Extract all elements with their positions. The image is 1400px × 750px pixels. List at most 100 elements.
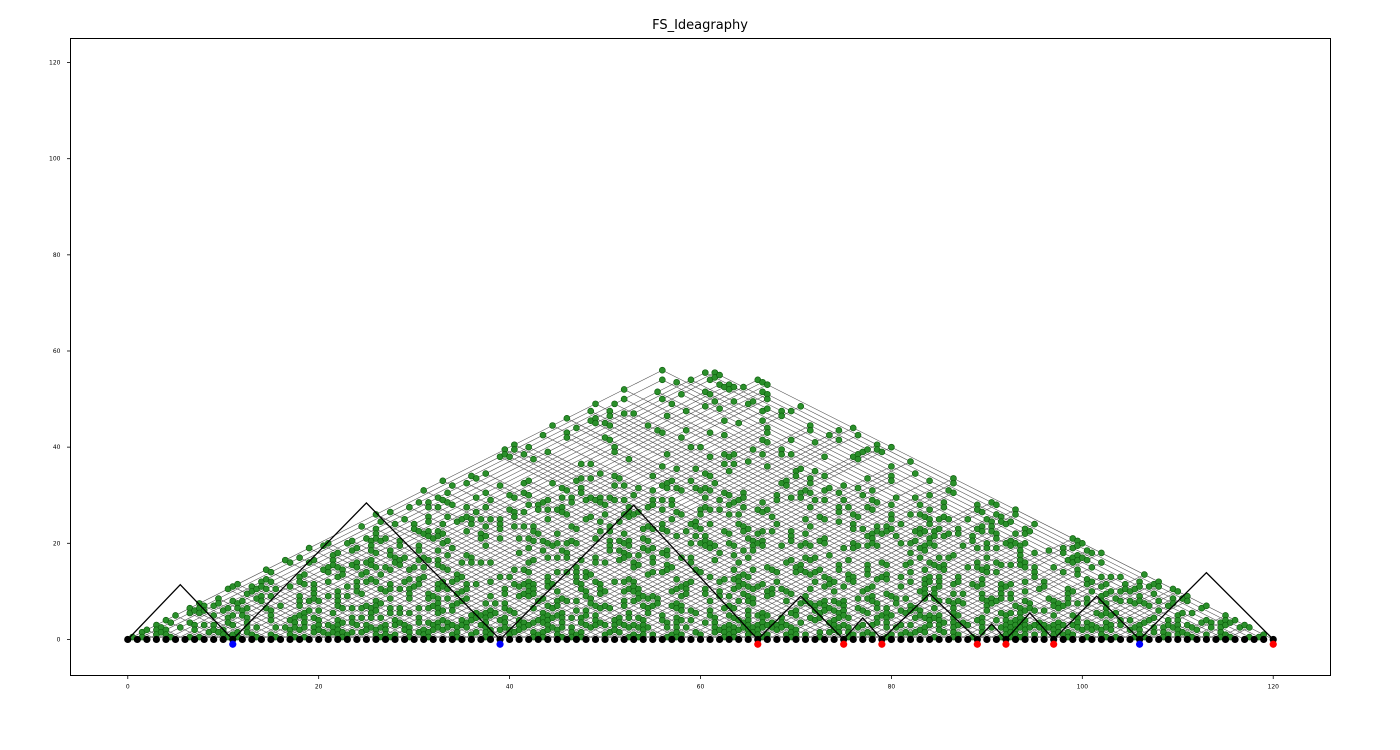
link-node: [444, 513, 451, 521]
backward-link-line: [485, 506, 749, 640]
link-node: [735, 559, 742, 566]
link-node: [954, 530, 962, 537]
link-node: [706, 453, 714, 461]
link-node: [830, 588, 838, 595]
design-move-point: [706, 635, 714, 644]
link-node: [506, 573, 513, 581]
link-node: [778, 412, 785, 420]
link-node: [725, 491, 733, 499]
link-node: [740, 547, 747, 554]
link-node: [1007, 518, 1015, 525]
link-node: [525, 491, 532, 499]
design-move-point: [1030, 635, 1039, 644]
design-move-point: [696, 635, 705, 644]
design-move-point: [668, 635, 676, 644]
link-node: [1026, 527, 1034, 535]
link-node: [386, 609, 394, 617]
link-node: [549, 422, 556, 429]
link-node: [601, 501, 609, 509]
link-node: [935, 525, 943, 533]
link-node: [606, 422, 614, 429]
link-node: [826, 552, 833, 559]
link-node: [1031, 520, 1038, 528]
design-move-point: [133, 635, 141, 644]
link-node: [988, 624, 995, 631]
link-node: [859, 491, 867, 499]
link-node: [1155, 583, 1162, 590]
link-node: [687, 443, 695, 451]
link-node: [258, 597, 265, 605]
link-node: [386, 595, 394, 602]
link-node: [873, 619, 881, 626]
design-move-point: [735, 635, 743, 644]
link-node: [749, 547, 757, 554]
backward-link-line: [523, 482, 835, 640]
link-node: [878, 448, 886, 456]
link-node: [806, 523, 814, 530]
link-node: [573, 539, 580, 547]
link-node: [1126, 616, 1134, 624]
link-node: [487, 578, 494, 586]
link-node: [911, 470, 919, 477]
critical-arc: [1139, 571, 1274, 640]
link-node: [764, 405, 771, 412]
link-node: [267, 568, 275, 576]
link-node: [200, 621, 208, 629]
link-node: [969, 537, 976, 545]
design-move-point: [563, 635, 571, 644]
link-node: [625, 614, 633, 622]
link-node: [1207, 624, 1215, 631]
link-node: [773, 520, 781, 528]
link-node: [644, 609, 652, 617]
design-move-point: [964, 635, 972, 644]
link-node: [845, 503, 852, 511]
link-node: [721, 417, 728, 425]
backward-link-line: [380, 521, 615, 640]
design-move-point: [1107, 635, 1115, 644]
link-node: [759, 527, 766, 535]
backward-link-line: [705, 372, 1236, 640]
link-node: [620, 386, 628, 393]
link-node: [472, 580, 480, 588]
link-node: [716, 496, 723, 504]
link-node: [563, 414, 571, 422]
link-node: [759, 417, 766, 425]
forward-link-line: [394, 430, 811, 640]
link-node: [496, 482, 504, 489]
link-node: [601, 588, 609, 595]
link-node: [854, 595, 862, 602]
link-node: [869, 583, 876, 590]
link-node: [329, 609, 337, 617]
link-node: [1088, 588, 1096, 595]
forward-link-line: [939, 569, 1078, 640]
link-node: [601, 621, 609, 629]
link-node: [539, 431, 547, 439]
link-node: [449, 544, 456, 552]
design-move-point: [945, 635, 953, 644]
link-node: [444, 489, 451, 497]
link-node: [926, 477, 933, 485]
link-node: [372, 578, 380, 586]
design-move-point: [954, 635, 962, 644]
link-node: [706, 597, 714, 605]
design-move-point: [219, 635, 227, 644]
link-node: [544, 554, 552, 562]
link-node: [348, 604, 356, 612]
link-node: [549, 479, 556, 487]
link-node: [606, 436, 614, 444]
x-tick-label: 120: [1268, 684, 1280, 691]
link-node: [959, 600, 967, 607]
link-node: [806, 585, 814, 593]
critical-arc: [881, 592, 978, 640]
link-node: [711, 479, 719, 487]
link-node: [931, 542, 938, 549]
link-node: [468, 559, 475, 566]
link-node: [854, 431, 862, 439]
link-node: [706, 390, 714, 398]
link-node: [902, 595, 910, 602]
link-node: [921, 566, 929, 574]
link-node: [573, 424, 580, 432]
chart-title: FS_Ideagraphy: [652, 18, 748, 33]
link-node: [783, 597, 790, 605]
link-node: [950, 479, 957, 487]
